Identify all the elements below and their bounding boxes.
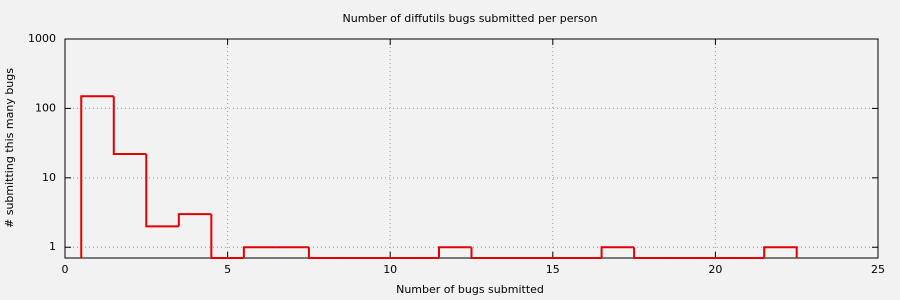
plot-frame xyxy=(64,38,879,259)
x-tick-label: 15 xyxy=(546,263,560,276)
histogram-step xyxy=(633,247,667,259)
y-axis-label: # submitting this many bugs xyxy=(3,68,16,228)
x-tick-label: 0 xyxy=(62,263,69,276)
histogram-step xyxy=(437,246,472,258)
histogram-step xyxy=(80,95,114,258)
x-tick-label: 20 xyxy=(708,263,722,276)
y-tick-label: 100 xyxy=(35,101,56,114)
histogram-step xyxy=(210,214,244,259)
chart-title: Number of diffutils bugs submitted per p… xyxy=(343,12,598,25)
y-tick-label: 10 xyxy=(42,171,56,184)
x-tick-label: 10 xyxy=(383,263,397,276)
x-axis-label: Number of bugs submitted xyxy=(396,283,544,296)
histogram-step xyxy=(145,154,179,228)
histogram-step xyxy=(600,246,635,258)
histogram-step xyxy=(763,246,798,258)
y-tick-label: 1 xyxy=(49,240,56,253)
histogram-step xyxy=(112,96,147,156)
histogram-step xyxy=(470,247,505,259)
histogram-step xyxy=(242,246,277,258)
x-tick-label: 25 xyxy=(871,263,885,276)
histogram-step xyxy=(307,247,342,259)
y-tick-label: 1000 xyxy=(28,32,56,45)
histogram-step xyxy=(177,213,212,227)
x-tick-label: 5 xyxy=(224,263,231,276)
